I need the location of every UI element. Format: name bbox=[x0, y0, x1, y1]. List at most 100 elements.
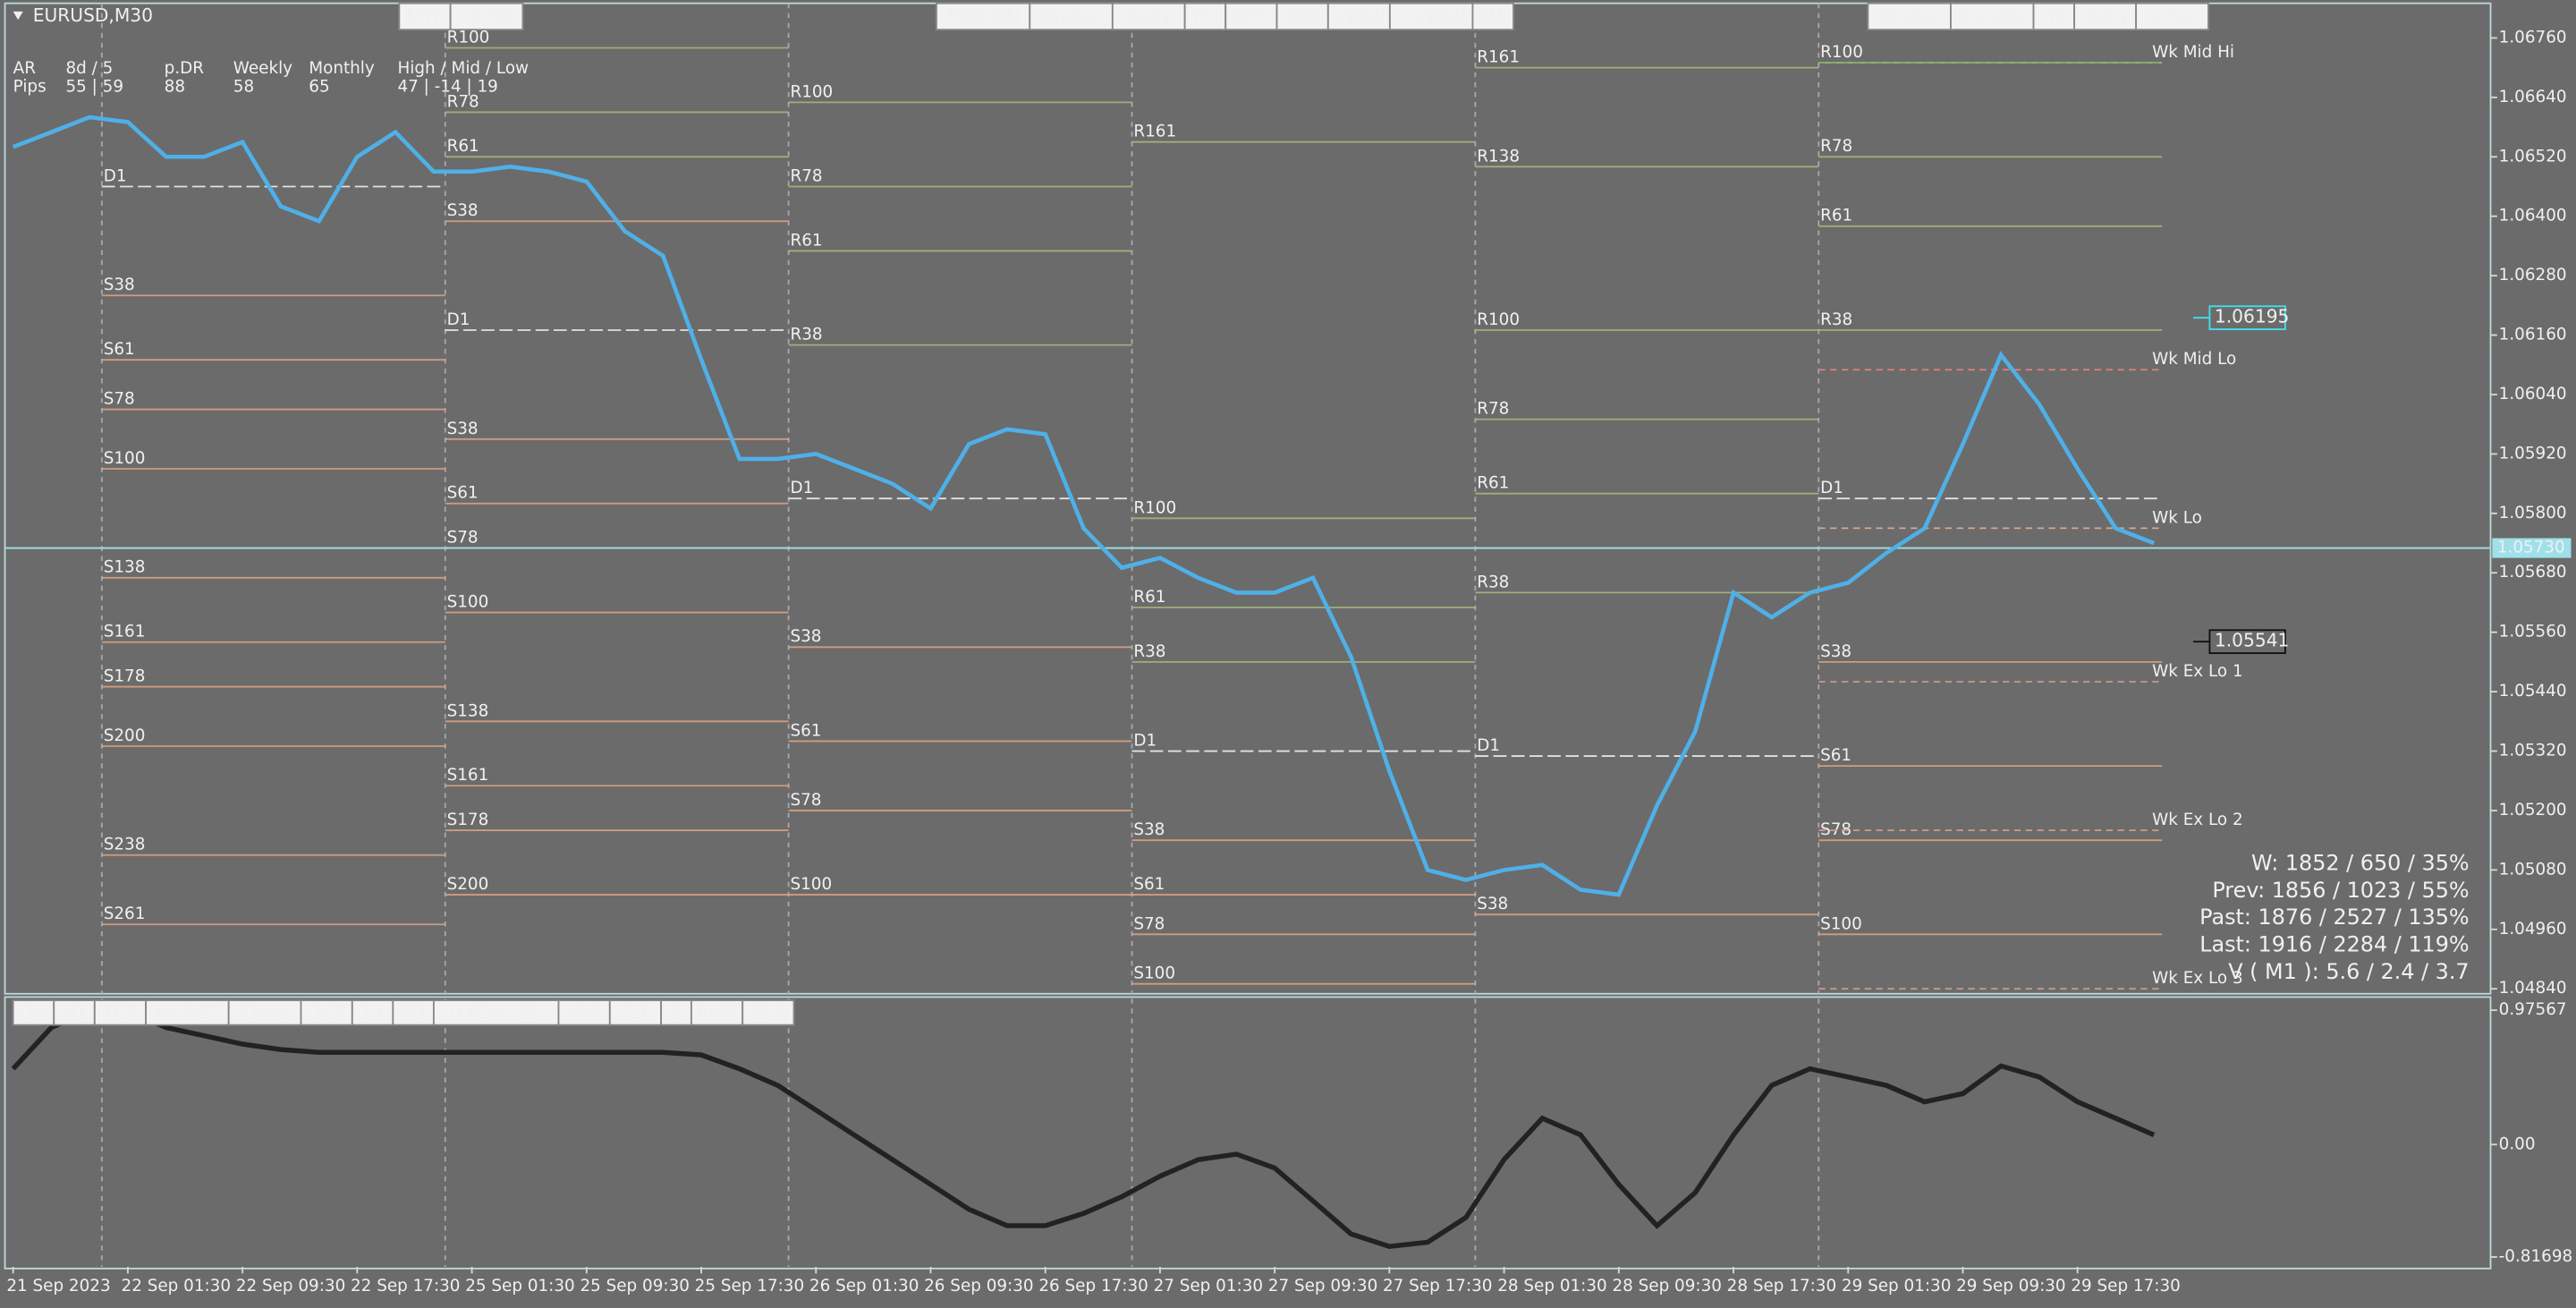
fib-label: S61 bbox=[1820, 746, 1852, 765]
toolbar-button-label[interactable]: HA H1 bbox=[458, 6, 514, 28]
week-level-label: Wk Mid Hi bbox=[2152, 43, 2234, 62]
fib-label: S61 bbox=[104, 340, 135, 359]
toolbar-button-label[interactable]: c.VWAP bbox=[1397, 6, 1465, 28]
info-cell: 88 bbox=[165, 77, 185, 96]
toolbar-button[interactable] bbox=[741, 999, 795, 1026]
toolbar-button-label[interactable]: M1 bbox=[1479, 6, 1506, 28]
info-header: Weekly bbox=[233, 59, 292, 78]
toolbar-button-label[interactable]: ADR bbox=[1283, 6, 1321, 28]
toolbar-button-label[interactable]: ON bbox=[20, 1002, 47, 1023]
toolbar-button-label[interactable]: HidG bbox=[2083, 6, 2127, 28]
y-tick-label: 1.05800 bbox=[2499, 504, 2567, 522]
toolbar-button-label[interactable]: Broker bbox=[1042, 6, 1101, 28]
toolbar-button-label[interactable]: Q70 bbox=[1233, 6, 1270, 28]
toolbar-button-label[interactable]: Candle bbox=[1961, 6, 2023, 28]
toolbar-button[interactable] bbox=[1867, 2, 1952, 31]
toolbar-button-label[interactable]: s.Fix bbox=[2152, 6, 2192, 28]
toolbar-button[interactable] bbox=[2032, 2, 2075, 31]
price-line bbox=[12, 115, 2155, 897]
fib-label: S100 bbox=[1820, 914, 1862, 933]
y-tick-label: 1.05920 bbox=[2499, 444, 2567, 463]
toolbar-button[interactable] bbox=[12, 999, 55, 1026]
fib-label: S100 bbox=[447, 592, 489, 611]
x-tick-label: 26 Sep 09:30 bbox=[924, 1277, 1033, 1295]
toolbar-button[interactable] bbox=[608, 999, 663, 1026]
toolbar-button-label[interactable]: FC bbox=[1194, 6, 1217, 28]
fib-label: S161 bbox=[104, 623, 146, 641]
x-tick-label: 25 Sep 17:30 bbox=[695, 1277, 804, 1295]
toolbar-button[interactable] bbox=[660, 999, 692, 1026]
fib-label: S238 bbox=[104, 836, 146, 854]
fib-label: R100 bbox=[790, 82, 833, 101]
toolbar-button-label[interactable]: S bbox=[671, 1002, 682, 1023]
symbol-arrow bbox=[13, 11, 23, 21]
toolbar-button-label[interactable]: SSA bbox=[750, 1002, 786, 1023]
toolbar-button[interactable] bbox=[53, 999, 96, 1026]
toolbar-button-label[interactable]: 0.618 | 35 bbox=[450, 1002, 542, 1023]
y-tick-label: 1.05680 bbox=[2499, 563, 2567, 582]
toolbar-button-label[interactable]: MTF bbox=[406, 6, 443, 28]
toolbar-button-label[interactable]: Broker bbox=[1880, 6, 1939, 28]
y-tick-label: 1.05440 bbox=[2499, 682, 2567, 701]
fib-label: R78 bbox=[1820, 137, 1852, 156]
toolbar-button-label[interactable]: VHF bbox=[566, 1002, 603, 1023]
fib-label: R61 bbox=[447, 137, 479, 156]
fib-label: S138 bbox=[447, 701, 489, 720]
x-tick-label: 27 Sep 01:30 bbox=[1154, 1277, 1263, 1295]
toolbar-button-label[interactable]: 14 bbox=[361, 1002, 385, 1023]
toolbar-button-label[interactable]: FIBS ON bbox=[946, 6, 1019, 28]
toolbar-button-label[interactable]: My.NET bbox=[155, 1002, 221, 1023]
fib-label: R38 bbox=[1133, 642, 1165, 661]
toolbar-button[interactable] bbox=[300, 999, 353, 1026]
fib-label: S178 bbox=[104, 667, 146, 686]
toolbar-button[interactable] bbox=[936, 2, 1031, 31]
toolbar-button[interactable] bbox=[2135, 2, 2209, 31]
toolbar-button[interactable] bbox=[392, 999, 435, 1026]
toolbar-button-label[interactable]: DCP bbox=[308, 1002, 345, 1023]
toolbar-button[interactable] bbox=[1111, 2, 1186, 31]
fib-label: R38 bbox=[1820, 310, 1852, 329]
fib-label: R78 bbox=[447, 92, 479, 111]
current-price-label: 1.05730 bbox=[2497, 539, 2565, 557]
y-tick-label: 1.04960 bbox=[2499, 920, 2567, 939]
toolbar-button[interactable] bbox=[449, 2, 524, 31]
fib-label: S78 bbox=[1133, 914, 1165, 933]
fib-label: D1 bbox=[1133, 731, 1157, 750]
toolbar-button[interactable] bbox=[1224, 2, 1278, 31]
toolbar-button-label[interactable]: SLP bbox=[619, 1002, 651, 1023]
toolbar-button[interactable] bbox=[1326, 2, 1391, 31]
toolbar-button-label[interactable]: RMA bbox=[697, 1002, 737, 1023]
toolbar-button[interactable] bbox=[1275, 2, 1329, 31]
info-header: High / Mid / Low bbox=[397, 59, 529, 78]
y-tick-label: 1.06160 bbox=[2499, 326, 2567, 344]
fib-label: D1 bbox=[790, 479, 813, 497]
x-tick-label: 21 Sep 2023 bbox=[6, 1277, 110, 1295]
info-cell: 65 bbox=[309, 77, 329, 96]
toolbar-button[interactable] bbox=[1950, 2, 2035, 31]
stats-line: Last: 1916 / 2284 / 119% bbox=[2199, 931, 2469, 956]
info-cell: Pips bbox=[13, 77, 47, 96]
fib-label: S38 bbox=[790, 627, 821, 646]
toolbar-button-label[interactable]: TCF bbox=[103, 1002, 137, 1023]
x-tick-label: 27 Sep 09:30 bbox=[1268, 1277, 1377, 1295]
toolbar-button[interactable] bbox=[145, 999, 230, 1026]
toolbar-button-label[interactable]: H1 bbox=[62, 1002, 87, 1023]
toolbar-button[interactable] bbox=[557, 999, 611, 1026]
y-tick-label: 1.05560 bbox=[2499, 623, 2567, 641]
toolbar-button[interactable] bbox=[1471, 2, 1514, 31]
toolbar-button-label[interactable]: Daily bbox=[1126, 6, 1172, 28]
fib-label: R61 bbox=[1133, 588, 1165, 607]
indicator-frame bbox=[4, 996, 2492, 1270]
toolbar-button-label[interactable]: H3 bbox=[2041, 6, 2066, 28]
toolbar-button-label[interactable]: W1 bbox=[399, 1002, 428, 1023]
y-tick-label: 1.06640 bbox=[2499, 88, 2567, 106]
week-level-label: Wk Ex Lo 1 bbox=[2152, 662, 2243, 681]
stats-line: W: 1852 / 650 / 35% bbox=[2251, 850, 2470, 875]
fib-label: S178 bbox=[447, 811, 489, 829]
toolbar-button-label[interactable]: Close bbox=[241, 1002, 290, 1023]
toolbar-button-label[interactable]: VWAP bbox=[1333, 6, 1385, 28]
info-header: 8d / 5 bbox=[65, 59, 113, 78]
info-header: AR bbox=[13, 59, 37, 78]
y-tick-label: 1.06400 bbox=[2499, 207, 2567, 225]
